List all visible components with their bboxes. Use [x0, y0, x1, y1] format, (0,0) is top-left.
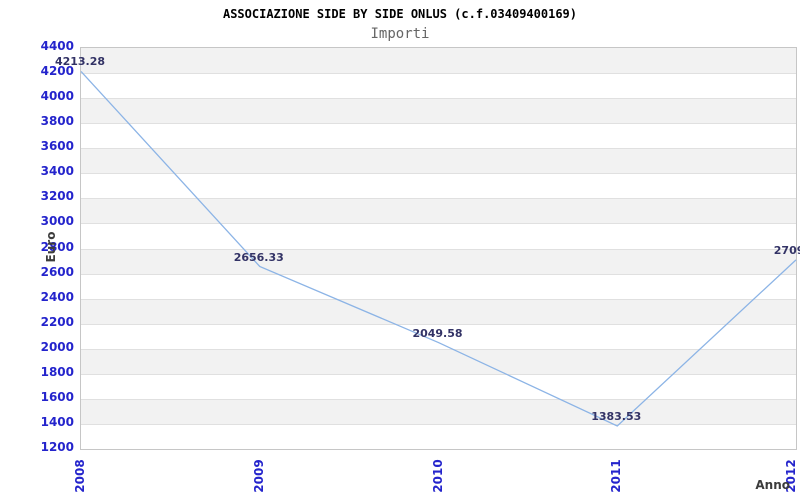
grid-band — [81, 348, 796, 374]
y-tick-label: 2400 — [40, 289, 74, 304]
gridline — [81, 73, 796, 75]
grid-band — [81, 223, 796, 249]
chart-subtitle: Importi — [370, 26, 430, 42]
y-tick-label: 3800 — [40, 114, 74, 129]
gridline — [81, 98, 796, 100]
y-tick-label: 2200 — [40, 314, 74, 329]
line-series — [80, 70, 797, 427]
gridline — [81, 248, 796, 250]
grid-band — [81, 423, 796, 449]
grid-band — [81, 98, 796, 124]
point-value-label: 2049.58 — [412, 326, 463, 340]
y-tick-label: 3200 — [40, 189, 74, 204]
grid-band — [81, 398, 796, 424]
grid-band — [81, 73, 796, 99]
grid-band — [81, 198, 796, 224]
y-tick-label: 4000 — [40, 89, 74, 104]
gridline — [81, 223, 796, 225]
plot-area — [80, 47, 797, 450]
point-value-label: 4213.28 — [54, 55, 106, 69]
gridline — [81, 123, 796, 125]
y-tick-label: 2800 — [40, 239, 74, 254]
gridline — [81, 198, 796, 200]
gridline — [81, 148, 796, 150]
gridline — [81, 398, 796, 400]
y-tick-label: 3600 — [40, 139, 74, 154]
y-tick-label: 3400 — [40, 164, 74, 179]
grid-band — [81, 173, 796, 199]
grid-band — [81, 148, 796, 174]
x-axis-title: Anno — [755, 478, 790, 492]
gridline — [81, 173, 796, 175]
grid-band — [81, 298, 796, 324]
grid-band — [81, 248, 796, 274]
grid-band — [81, 273, 796, 299]
gridline — [81, 373, 796, 375]
grid-band — [81, 123, 796, 149]
y-tick-label: 1200 — [40, 440, 74, 454]
gridline — [81, 273, 796, 275]
y-tick-label: 2600 — [40, 264, 74, 279]
gridline — [81, 423, 796, 425]
grid-band — [81, 48, 796, 74]
grid-band — [81, 323, 796, 349]
y-tick-label: 3000 — [40, 214, 74, 229]
y-tick-label: 1400 — [40, 414, 74, 429]
chart-title: ASSOCIAZIONE SIDE BY SIDE ONLUS (c.f.034… — [222, 7, 577, 21]
series-line-path — [80, 70, 797, 427]
point-value-label: 1383.53 — [591, 410, 642, 423]
y-axis-title: Euro — [44, 231, 58, 263]
y-tick-label: 4200 — [40, 64, 74, 79]
y-tick-label: 1600 — [40, 389, 74, 404]
gridline — [81, 323, 796, 325]
y-tick-label: 4400 — [40, 39, 74, 53]
point-value-label: 2709.2 — [773, 243, 800, 257]
gridline — [81, 348, 796, 350]
y-tick-label: 2000 — [40, 339, 74, 354]
y-tick-label: 1800 — [40, 364, 74, 379]
point-value-label: 2656.33 — [233, 250, 284, 264]
grid-band — [81, 373, 796, 399]
gridline — [81, 298, 796, 300]
